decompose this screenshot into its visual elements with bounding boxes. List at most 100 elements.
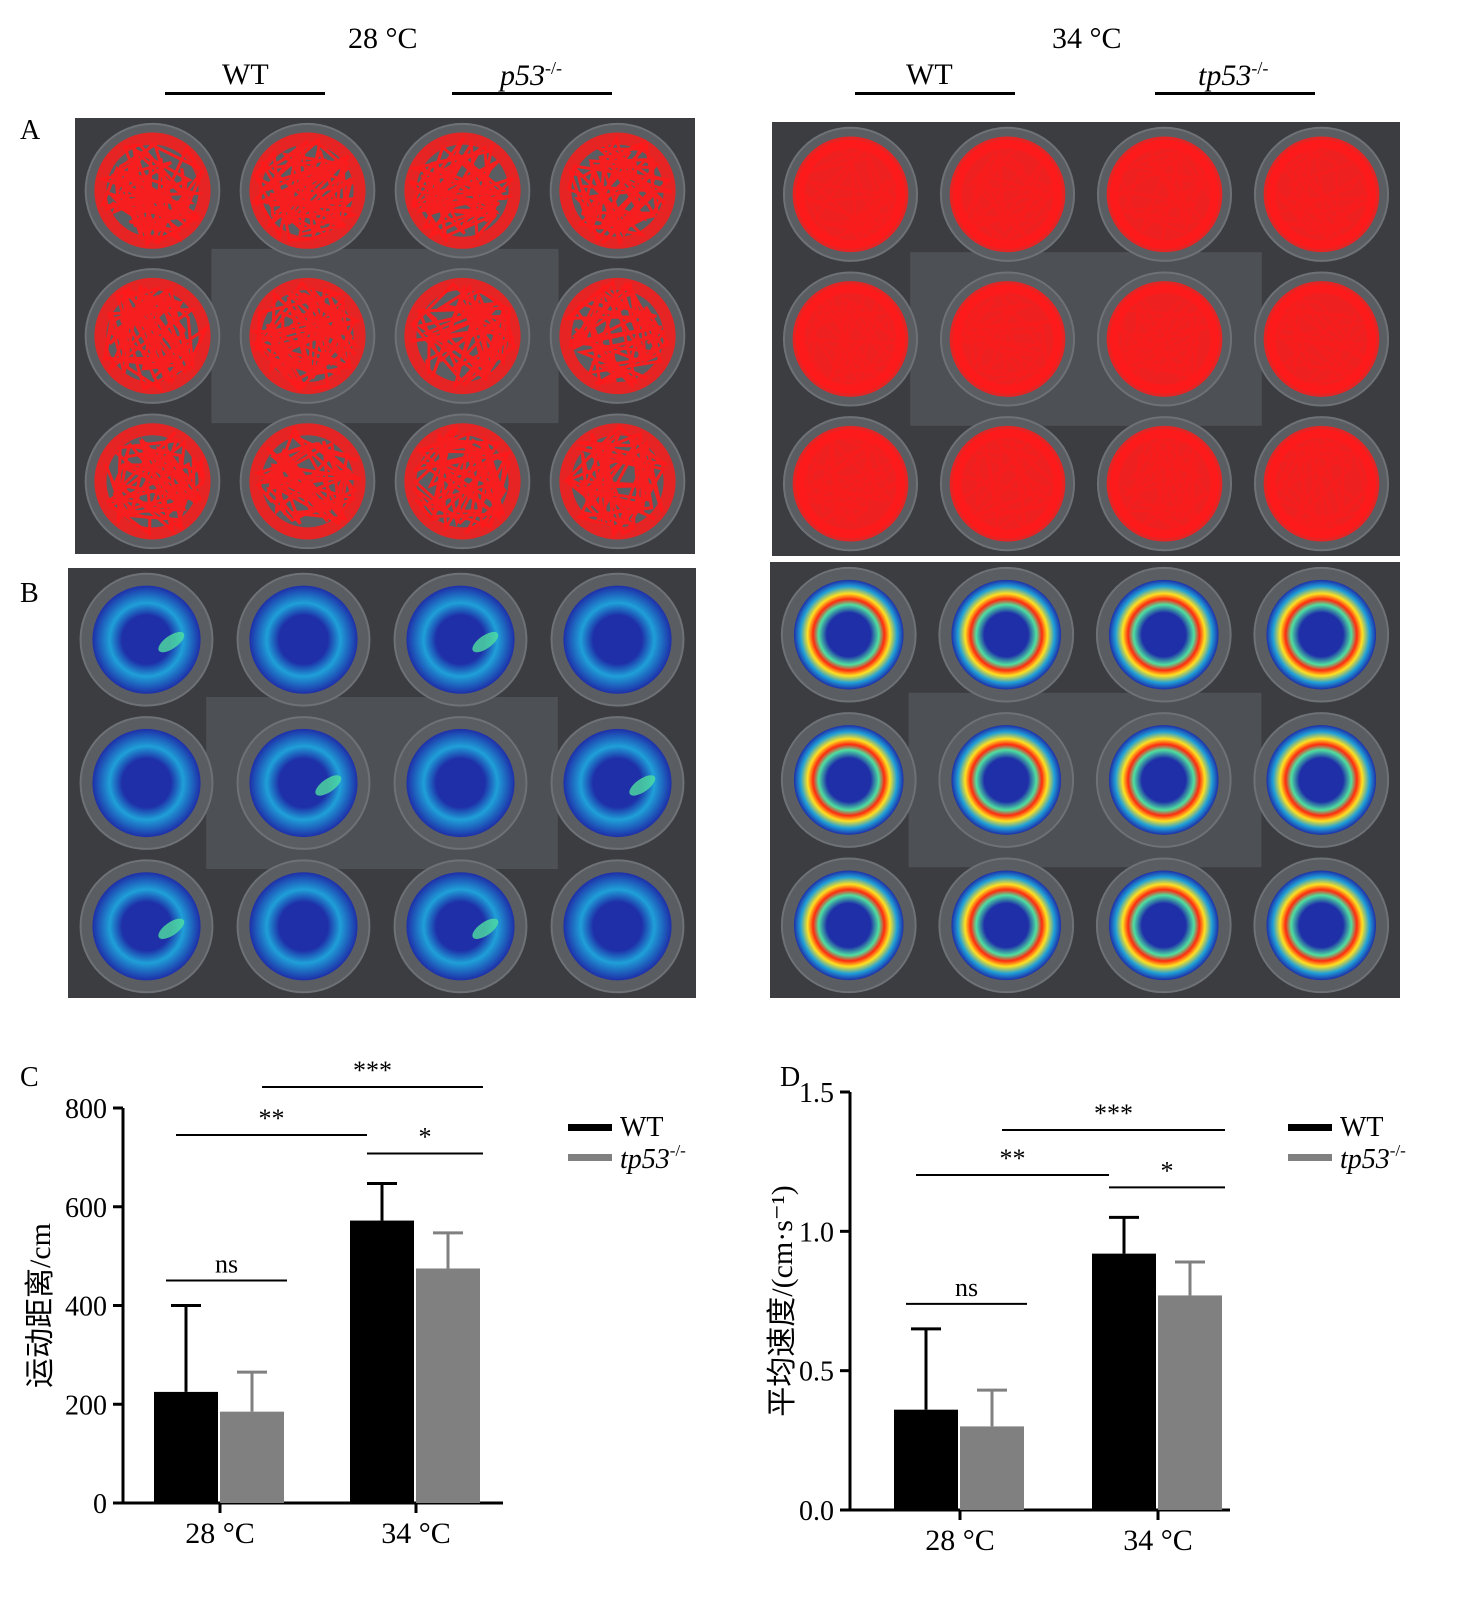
well-1-3: [1095, 566, 1232, 703]
significance-label: ***: [353, 1060, 392, 1085]
bar-wt-0: [894, 1409, 958, 1510]
well-3-4: [1253, 857, 1390, 994]
y-tick-label: 600: [65, 1193, 107, 1224]
left-group-ko-label: p53-/-: [500, 58, 562, 92]
right-group-ko-underline: [1155, 92, 1315, 95]
well-1-2: [938, 566, 1075, 703]
plate-a-28c-tracks: [75, 118, 695, 554]
bar-wt-0: [154, 1391, 218, 1503]
well-3-3: [1095, 857, 1232, 994]
well-3-2: [236, 859, 371, 994]
well-1-3: [394, 122, 531, 259]
well-2-3: [394, 268, 531, 404]
well-1-1: [84, 122, 221, 259]
well-2-4: [550, 716, 685, 850]
significance-label: ***: [1094, 1099, 1133, 1128]
well-1-3: [1096, 126, 1233, 262]
left-group-ko-underline: [452, 92, 612, 95]
well-2-3: [393, 716, 528, 850]
x-category-label: 28 °C: [185, 1517, 255, 1550]
plate-b-28c-heatmap: [68, 568, 696, 998]
well-1-1: [782, 126, 919, 262]
well-3-2: [938, 857, 1075, 994]
well-3-2: [939, 416, 1076, 552]
y-tick-label: 1.0: [799, 1217, 834, 1248]
well-2-4: [1253, 712, 1390, 848]
significance-label: **: [259, 1104, 285, 1133]
well-3-3: [1096, 416, 1233, 552]
left-group-wt-underline: [165, 92, 325, 95]
well-2-4: [1253, 271, 1390, 407]
right-group-ko-label: tp53-/-: [1198, 58, 1269, 92]
well-2-3: [1095, 712, 1232, 848]
well-3-2: [239, 413, 376, 550]
legend-wt: WT: [1340, 1112, 1384, 1143]
well-3-3: [393, 859, 528, 994]
y-tick-label: 1.5: [799, 1078, 834, 1109]
y-tick-label: 400: [65, 1292, 107, 1323]
bar-tp53-1: [1158, 1295, 1222, 1510]
y-tick-label: 0.0: [799, 1496, 834, 1527]
well-1-4: [1253, 126, 1390, 262]
well-2-4: [549, 268, 686, 404]
well-3-1: [780, 857, 917, 994]
well-3-4: [1253, 416, 1390, 552]
x-category-label: 34 °C: [381, 1517, 451, 1550]
panel-letter-d: D: [780, 1062, 801, 1093]
y-axis-label: 平均速度/(cm·s⁻¹): [766, 1185, 799, 1416]
well-1-4: [1253, 566, 1390, 703]
well-3-4: [550, 859, 685, 994]
legend-wt: WT: [620, 1112, 664, 1143]
significance-label: **: [1000, 1144, 1026, 1173]
right-group-wt-label: WT: [906, 58, 953, 91]
significance-label: ns: [215, 1250, 238, 1279]
legend-tp53: tp53-/-: [620, 1141, 686, 1175]
well-3-1: [79, 859, 214, 994]
well-2-1: [782, 271, 919, 407]
right-condition-title: 34 °C: [1052, 22, 1122, 55]
x-category-label: 28 °C: [925, 1524, 995, 1557]
significance-label: *: [1161, 1156, 1174, 1185]
well-1-4: [549, 122, 686, 259]
panel-letter-b: B: [20, 578, 39, 609]
well-2-2: [236, 716, 371, 850]
bar-tp53-0: [960, 1426, 1024, 1510]
y-tick-label: 800: [65, 1094, 107, 1125]
well-1-3: [393, 572, 528, 707]
legend-tp53: tp53-/-: [1340, 1141, 1406, 1175]
significance-label: *: [419, 1123, 432, 1152]
x-category-label: 34 °C: [1123, 1524, 1193, 1557]
well-2-2: [939, 271, 1076, 407]
well-2-2: [239, 268, 376, 404]
well-1-1: [79, 572, 214, 707]
left-group-wt-label: WT: [222, 58, 269, 91]
well-2-3: [1096, 271, 1233, 407]
plate-b-34c-heatmap: [770, 562, 1400, 998]
well-1-1: [780, 566, 917, 703]
right-group-wt-underline: [855, 92, 1015, 95]
panel-letter-c: C: [20, 1062, 39, 1093]
well-3-1: [84, 413, 221, 550]
well-1-4: [550, 572, 685, 707]
bar-tp53-0: [220, 1411, 284, 1503]
bar-wt-1: [350, 1220, 414, 1503]
well-3-1: [782, 416, 919, 552]
left-condition-title: 28 °C: [348, 22, 418, 55]
well-3-3: [394, 413, 531, 550]
well-2-2: [938, 712, 1075, 848]
bar-wt-1: [1092, 1253, 1156, 1510]
significance-label: ns: [955, 1273, 978, 1302]
y-axis-label: 运动距离/cm: [24, 1223, 57, 1388]
well-1-2: [939, 126, 1076, 262]
bar-tp53-1: [416, 1268, 480, 1503]
y-tick-label: 0.5: [799, 1357, 834, 1388]
well-2-1: [79, 716, 214, 850]
well-2-1: [84, 268, 221, 404]
plate-a-34c-tracks: [772, 122, 1400, 556]
well-1-2: [236, 572, 371, 707]
panel-letter-a: A: [20, 115, 41, 146]
y-tick-label: 0: [93, 1489, 107, 1520]
y-tick-label: 200: [65, 1390, 107, 1421]
